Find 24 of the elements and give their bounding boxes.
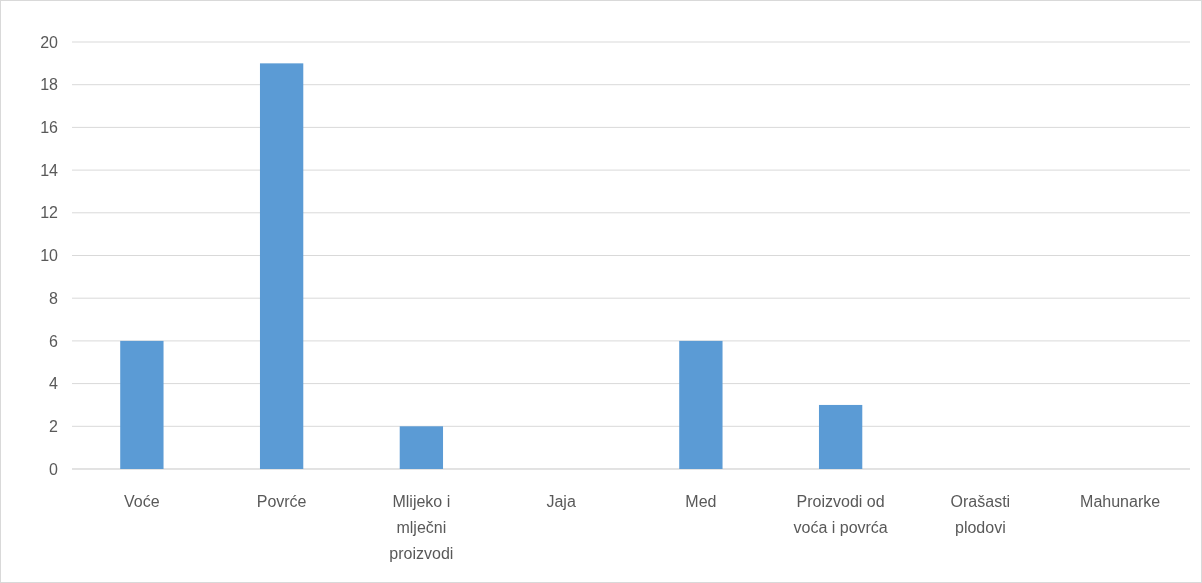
y-tick-label: 4 bbox=[49, 375, 59, 393]
bar bbox=[259, 63, 304, 469]
bar bbox=[818, 404, 863, 469]
y-tick-label: 6 bbox=[49, 332, 59, 350]
bar bbox=[679, 340, 723, 469]
y-tick-label: 0 bbox=[49, 460, 59, 478]
x-tick-label: Jaja bbox=[546, 493, 576, 510]
x-tick-label: Med bbox=[685, 493, 717, 510]
y-tick-label: 20 bbox=[40, 33, 59, 51]
y-tick-label: 2 bbox=[49, 417, 59, 435]
y-tick-label: 12 bbox=[40, 204, 59, 222]
x-tick-label: Mlijeko i mlječni proizvodi bbox=[389, 493, 454, 562]
y-tick-label: 10 bbox=[40, 247, 59, 265]
x-tick-label: Povrće bbox=[256, 493, 307, 510]
x-tick-label: Proizvodi od voća i povrća bbox=[793, 493, 888, 536]
y-tick-label: 14 bbox=[40, 161, 59, 179]
x-tick-label: Mahunarke bbox=[1080, 493, 1161, 510]
y-tick-label: 8 bbox=[49, 289, 59, 307]
x-tick-label: Orašasti plodovi bbox=[950, 493, 1011, 536]
y-tick-label: 16 bbox=[40, 119, 59, 136]
bar bbox=[399, 426, 444, 469]
x-tick-label: Voće bbox=[124, 493, 160, 510]
bar bbox=[120, 340, 164, 469]
y-tick-label: 18 bbox=[40, 76, 59, 94]
